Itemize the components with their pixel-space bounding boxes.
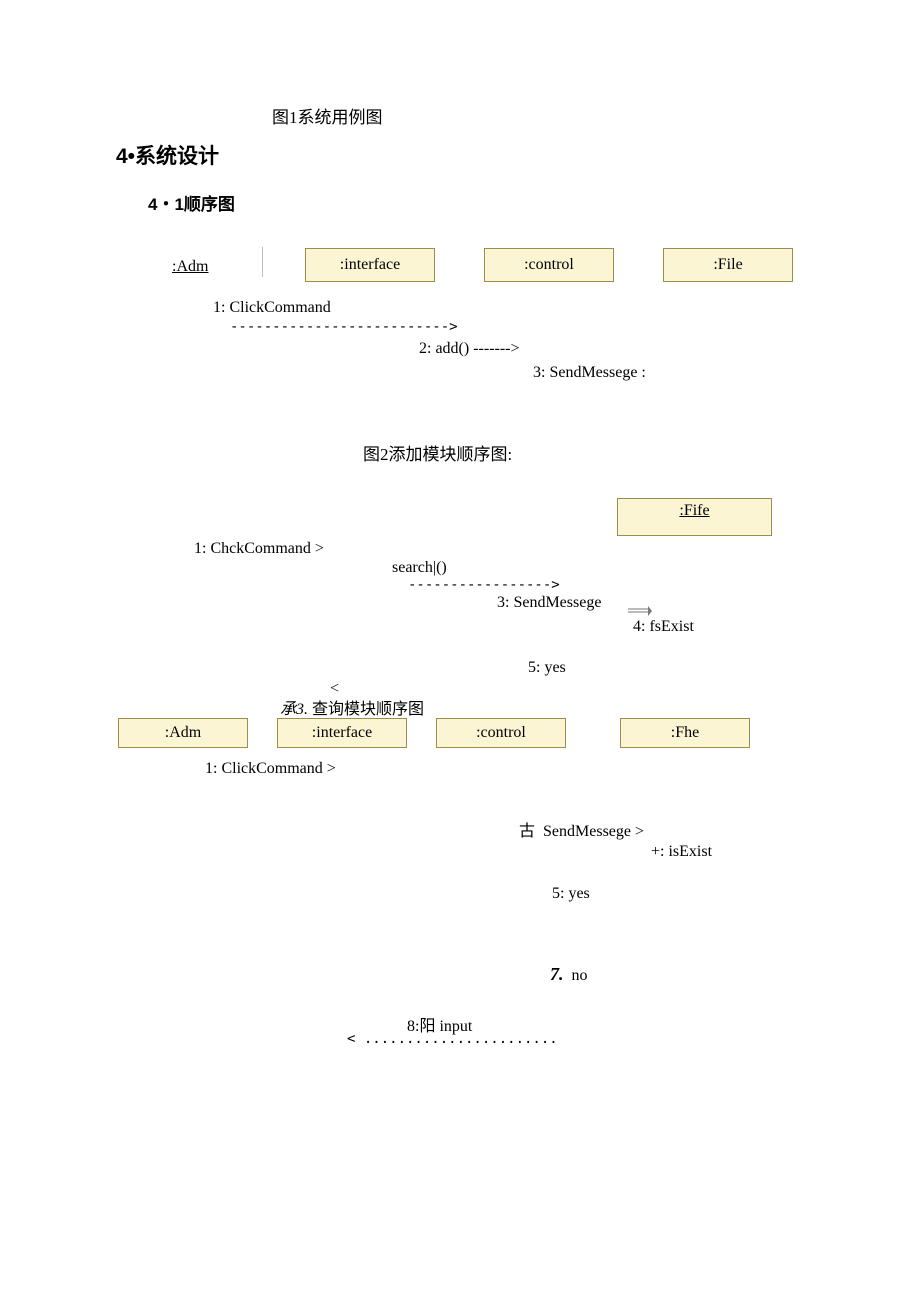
msg2-chckcommand: 1: ChckCommand > <box>194 540 324 558</box>
arrow-input-return: < ....................... <box>347 1031 558 1047</box>
msg-add: 2: add() -------> <box>419 340 520 358</box>
separator-vline <box>262 247 263 277</box>
msg3-isexist: +: isExist <box>651 843 712 861</box>
lifeline-file: :File <box>663 248 793 282</box>
msg2-search: search|() <box>392 559 447 577</box>
arrow-icon <box>628 606 652 618</box>
msg3-yes: 5: yes <box>552 885 590 903</box>
arrow-clickcommand: --------------------------> <box>230 319 458 335</box>
msg3-seven-num: 7. <box>550 964 564 984</box>
lifeline-fife-label: :Fife <box>679 502 709 519</box>
msg2-yes: 5: yes <box>528 659 566 677</box>
lifeline-control: :control <box>484 248 614 282</box>
lifeline3-control: :control <box>436 718 566 748</box>
heading-main: 4•系统设计 <box>116 140 219 170</box>
figure-caption: 图1系统用例图 <box>272 103 383 128</box>
msg2-sendmessege: 3: SendMessege <box>497 594 601 612</box>
msg-clickcommand: 1: ClickCommand <box>213 299 331 317</box>
arrow-search: -----------------> <box>408 577 560 593</box>
msg2-fsexist: 4: fsExist <box>633 618 694 636</box>
lifeline-fife: :Fife <box>617 498 772 536</box>
lifeline3-fhe: :Fhe <box>620 718 750 748</box>
figure-caption-3: 查询模块顺序图 <box>312 701 424 718</box>
msg-sendmessege: 3: SendMessege : <box>533 364 646 382</box>
figure-caption-2: 图2添加模块顺序图: <box>363 440 512 465</box>
msg3-no: no <box>572 967 588 984</box>
lifeline-adm: :Adm <box>172 258 208 276</box>
msg3-prefix: 古 <box>519 823 535 840</box>
figure-caption-3-prefix: 承3. <box>280 701 308 718</box>
lifeline3-interface: :interface <box>277 718 407 748</box>
lifeline-interface: :interface <box>305 248 435 282</box>
heading-sub: 4・1顺序图 <box>148 190 235 215</box>
lifeline3-adm: :Adm <box>118 718 248 748</box>
msg3-sendmessege-text: SendMessege > <box>543 823 644 840</box>
msg3-clickcommand: 1: ClickCommand > <box>205 760 336 778</box>
